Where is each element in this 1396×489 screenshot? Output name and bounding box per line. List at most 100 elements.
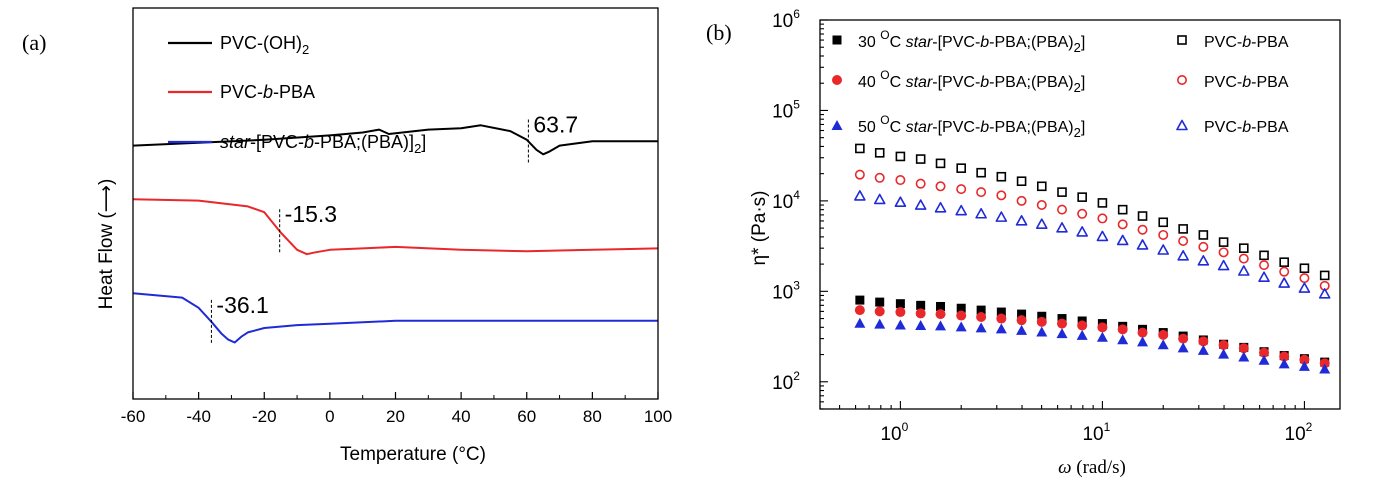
data-point [1077,320,1088,331]
data-point [1097,198,1108,208]
series-4 [855,143,1330,281]
data-point [1178,236,1189,247]
data-point [1238,343,1249,354]
data-point [1197,255,1210,266]
data-point [895,299,905,309]
data-point [1036,181,1047,192]
annotation-label-3: -36.1 [216,292,268,318]
series-2 [854,305,1330,369]
panel-b-rheology-chart: (b) η* (Pa·s) ω (rad/s) 100 101 1021021031… [706,7,1341,478]
panel-b-plot-frame [819,19,1341,410]
x-tick-label: 100 [880,420,908,445]
annotation-label-1: 63.7 [533,111,578,137]
data-point [1096,230,1109,242]
data-point [1158,217,1169,228]
panel-b-label: (b) [706,20,732,45]
data-point [1097,322,1108,333]
data-point [1137,224,1148,235]
legend-marker-open [1177,75,1188,86]
data-point [854,305,865,316]
series-line-2 [132,198,659,256]
series-1 [855,295,1330,367]
data-point [895,175,906,186]
data-point [1218,247,1229,258]
data-point [914,199,927,210]
legend-b-text-1: 30 OC star-[PVC-b-PBA;(PBA)2] [858,28,1085,55]
x-tick-label: 40 [452,407,471,426]
data-point [976,187,987,198]
y-tick-label: 104 [772,188,800,213]
data-point [1157,339,1169,350]
data-point [1117,324,1128,335]
data-point [1218,340,1229,351]
y-tick-label: 105 [772,97,800,122]
data-point [855,295,865,305]
data-point [1017,309,1027,319]
data-point [956,184,967,195]
x-tick-label: 60 [517,407,536,426]
data-point [935,181,946,192]
series-line-1 [132,124,658,156]
data-point [1057,187,1067,197]
panel-b-y-axis-label: η* (Pa·s) [749,191,770,266]
legend-marker-open [1176,119,1188,131]
data-point [1116,234,1129,246]
panel-b-series [854,143,1331,374]
x-tick-label: 20 [386,407,405,426]
data-point [854,190,866,201]
data-point [1077,208,1088,219]
data-point [1157,244,1170,255]
x-tick-label: -20 [252,407,277,426]
data-point [996,190,1007,201]
data-point [1158,329,1169,340]
data-point [1318,288,1331,299]
y-tick-label: 106 [772,7,800,32]
data-point [956,303,966,313]
data-point [1076,226,1088,237]
data-point [1298,282,1311,293]
data-point [1238,243,1249,253]
data-point [936,301,946,311]
data-point [955,321,967,332]
data-point [1259,347,1270,358]
data-point [1259,250,1269,261]
data-point [895,151,906,162]
data-point [976,312,987,323]
series-5 [854,169,1330,291]
data-point [1035,218,1048,229]
data-point [976,167,986,178]
data-point [1177,342,1189,353]
legend-b-text-3: 50 OC star-[PVC-b-PBA;(PBA)2] [858,113,1085,140]
legend-a-text-3: star-[PVC-b-PBA;(PBA)]2] [220,132,426,156]
legend-marker-filled [831,120,843,130]
data-point [854,169,865,180]
data-point [1217,259,1230,271]
series-6 [854,190,1331,299]
data-point [1299,273,1310,284]
data-point [1057,204,1068,215]
data-point [1177,250,1189,261]
data-point [873,193,886,205]
panel-b-legend: 30 OC star-[PVC-b-PBA;(PBA)2] PVC-b-PBA 40… [831,28,1289,140]
legend-b-other-2: PVC-b-PBA [1204,74,1289,91]
data-point [1117,219,1128,230]
data-point [875,297,885,307]
panel-a-annotations: 63.7 -15.3 -36.1 [210,111,578,344]
data-point [1158,229,1169,240]
data-point [1237,265,1250,276]
x-tick-label: 100 [644,407,672,426]
data-point [1096,331,1108,342]
data-point [975,207,987,219]
data-point [855,143,865,154]
data-point [1238,351,1250,362]
data-point [1036,200,1047,211]
legend-marker-filled [832,75,842,85]
series-3 [854,317,1331,374]
data-point [1319,358,1330,369]
panel-a-series [132,124,659,344]
data-point [1016,324,1028,335]
data-point [1117,204,1128,215]
panel-a-y-axis-label: Heat Flow (⟶) [96,179,117,310]
x-tick-label: 101 [1082,420,1110,445]
data-point [996,313,1007,324]
